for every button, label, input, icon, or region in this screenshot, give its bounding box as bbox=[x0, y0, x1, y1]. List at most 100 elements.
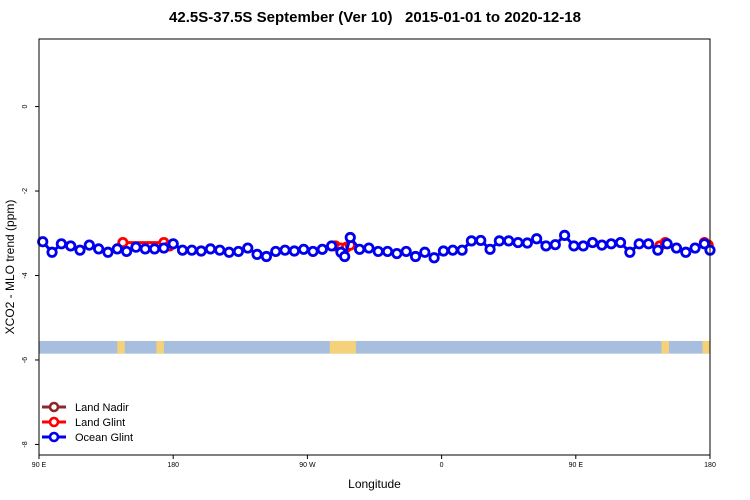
ocean-glint-point bbox=[624, 246, 636, 258]
ocean-glint-point bbox=[531, 233, 543, 245]
ocean-glint-point bbox=[232, 245, 245, 258]
y-tick-label: -2 bbox=[22, 188, 29, 194]
ocean-glint-point bbox=[195, 245, 207, 257]
ocean-glint-point bbox=[614, 236, 627, 249]
ocean-strip bbox=[39, 340, 710, 354]
ocean-glint-point bbox=[279, 244, 291, 256]
y-axis-title: XCO2 - MLO trend (ppm) bbox=[3, 200, 17, 335]
x-axis-title: Longitude bbox=[348, 477, 401, 491]
y-tick-label: -6 bbox=[22, 357, 29, 363]
legend-marker bbox=[48, 401, 60, 413]
ocean-glint-point bbox=[642, 238, 655, 250]
legend-item-ocean-glint: Ocean Glint bbox=[42, 431, 133, 444]
x-tick-label: 0 bbox=[440, 462, 444, 469]
ocean-glint-point bbox=[568, 240, 580, 252]
ocean-glint-point bbox=[409, 250, 422, 263]
ocean-glint-point bbox=[391, 247, 403, 260]
ocean-glint-point bbox=[475, 234, 487, 247]
ocean-glint-point bbox=[652, 244, 664, 256]
ocean-glint-point bbox=[37, 236, 49, 248]
ocean-glint-point bbox=[484, 243, 496, 255]
ocean-glint-point bbox=[549, 239, 561, 251]
ocean-glint-point bbox=[577, 240, 589, 252]
ocean-glint-point bbox=[447, 244, 459, 256]
ocean-glint-point bbox=[689, 242, 701, 254]
ocean-glint-point bbox=[176, 244, 189, 256]
land-segment bbox=[329, 340, 356, 354]
ocean-glint-point bbox=[465, 235, 478, 247]
ocean-glint-point bbox=[559, 229, 571, 241]
ocean-glint-point bbox=[586, 236, 599, 249]
ocean-glint-point bbox=[251, 248, 263, 260]
ocean-glint-point bbox=[596, 239, 608, 251]
ocean-glint-point bbox=[344, 231, 356, 244]
ocean-glint-point bbox=[214, 244, 226, 256]
series-layer bbox=[37, 229, 716, 264]
y-tick-label: 0 bbox=[22, 105, 29, 109]
ocean-glint-point bbox=[111, 243, 123, 255]
ocean-glint-point bbox=[339, 250, 351, 263]
ocean-glint-point bbox=[680, 246, 692, 258]
ocean-glint-point bbox=[83, 239, 95, 251]
ocean-glint-point bbox=[74, 244, 86, 256]
ocean-glint-point bbox=[428, 252, 440, 264]
legend-item-land-nadir: Land Nadir bbox=[42, 401, 129, 414]
land-ocean-strip bbox=[39, 340, 710, 354]
ocean-glint-point bbox=[65, 240, 77, 252]
ocean-glint-point bbox=[130, 241, 142, 253]
ocean-glint-point bbox=[670, 242, 683, 254]
ocean-glint-point bbox=[102, 246, 114, 258]
y-tick-label: -4 bbox=[22, 272, 29, 278]
legend: Land Nadir Land Glint Ocean Glint bbox=[42, 401, 133, 444]
legend-item-land-glint: Land Glint bbox=[42, 416, 125, 429]
ocean-glint-point bbox=[139, 243, 151, 255]
ocean-glint-point bbox=[456, 244, 468, 256]
x-tick-label: 90 W bbox=[299, 462, 316, 469]
plot-frame bbox=[38, 38, 711, 456]
ocean-glint-point bbox=[121, 245, 133, 258]
ocean-glint-point bbox=[400, 245, 412, 258]
land-segment bbox=[661, 340, 669, 354]
ocean-glint-point bbox=[363, 242, 375, 254]
ocean-glint-point bbox=[381, 245, 394, 258]
ocean-glint-point bbox=[540, 240, 552, 252]
x-tick-label: 180 bbox=[167, 462, 179, 469]
ocean-glint-point bbox=[46, 246, 58, 258]
land-segment bbox=[117, 340, 125, 354]
land-segment bbox=[156, 340, 164, 354]
ocean-glint-point bbox=[661, 238, 673, 250]
ocean-glint-point bbox=[512, 236, 524, 249]
ocean-glint-point bbox=[167, 238, 179, 250]
ocean-glint-point bbox=[242, 242, 254, 254]
ocean-glint-point bbox=[633, 238, 645, 250]
ocean-glint-point bbox=[353, 243, 366, 255]
chart-title: 42.5S-37.5S September (Ver 10) 2015-01-0… bbox=[169, 9, 581, 26]
ocean-glint-point bbox=[55, 238, 67, 250]
ocean-glint-point bbox=[204, 243, 217, 255]
legend-marker bbox=[48, 431, 60, 443]
ocean-glint-point bbox=[372, 245, 384, 258]
legend-label: Land Nadir bbox=[75, 402, 129, 414]
axes: 90 E 180 90 W 0 90 E 180 0 -2 -4 -6 -8 bbox=[22, 105, 716, 469]
ocean-glint-point bbox=[493, 235, 505, 247]
ocean-glint-point bbox=[521, 237, 533, 249]
land-segment bbox=[702, 340, 710, 354]
legend-marker bbox=[48, 416, 60, 428]
ocean-glint-point bbox=[148, 243, 161, 255]
ocean-glint-point bbox=[260, 250, 272, 263]
ocean-glint-point bbox=[307, 245, 319, 258]
ocean-glint-point bbox=[223, 246, 235, 258]
ocean-glint-point bbox=[288, 245, 300, 257]
ocean-glint-point bbox=[326, 240, 338, 252]
ocean-glint-point bbox=[93, 243, 105, 255]
legend-label: Land Glint bbox=[75, 417, 125, 429]
ocean-glint-point bbox=[316, 243, 328, 255]
ocean-glint-point bbox=[437, 245, 450, 257]
ocean-glint-point bbox=[158, 242, 170, 254]
x-tick-label: 90 E bbox=[32, 462, 47, 469]
legend-label: Ocean Glint bbox=[75, 432, 133, 444]
x-tick-label: 90 E bbox=[569, 462, 584, 469]
ocean-glint-point bbox=[605, 238, 617, 250]
x-tick-label: 180 bbox=[704, 462, 716, 469]
